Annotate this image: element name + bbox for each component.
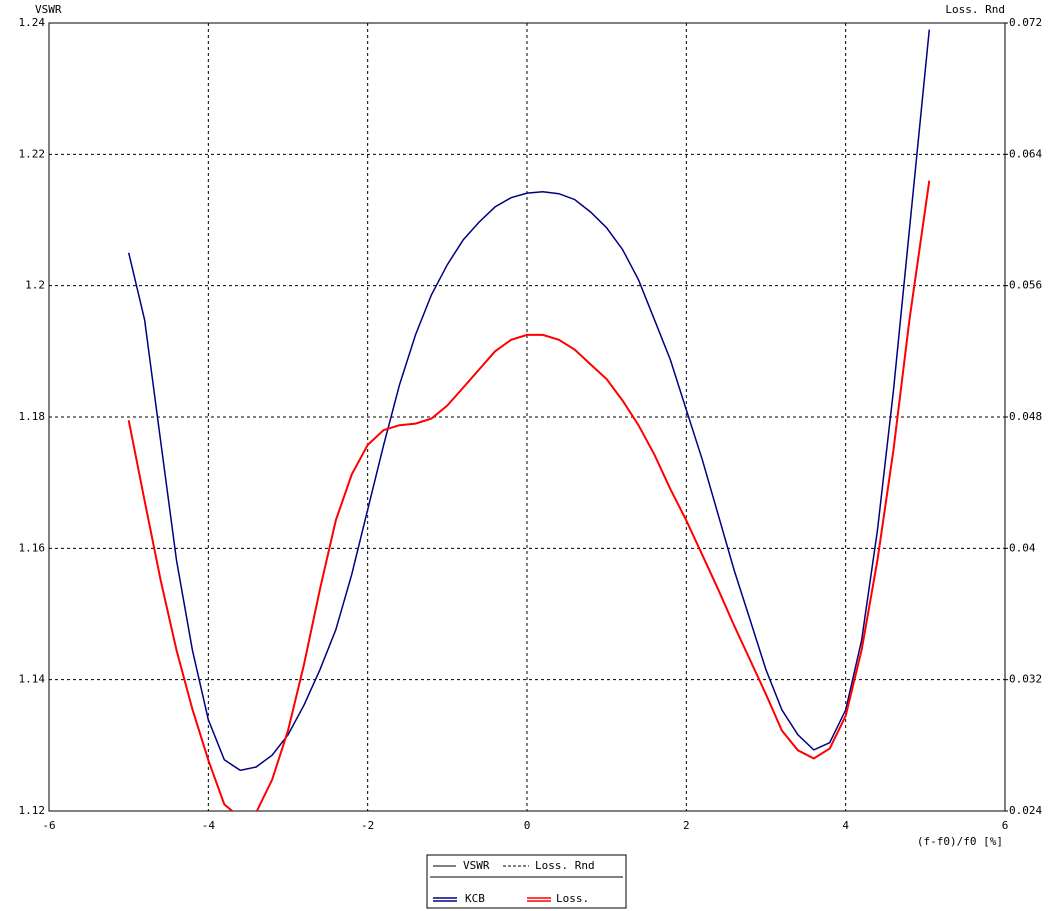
legend-label: Loss. Rnd — [535, 859, 595, 872]
y2-tick-label: 0.04 — [1009, 541, 1036, 554]
y-tick-label: 1.14 — [19, 673, 46, 686]
x-tick-label: -2 — [361, 819, 374, 832]
y-tick-label: 1.22 — [19, 147, 46, 160]
y-tick-label: 1.16 — [19, 541, 46, 554]
y2-tick-label: 0.072 — [1009, 16, 1042, 29]
y2-tick-label: 0.024 — [1009, 804, 1042, 817]
x-axis-label: (f-f0)/f0 [%] — [917, 835, 1003, 848]
y-axis-label: VSWR — [35, 3, 62, 16]
series-line — [127, 29, 931, 772]
x-tick-label: 0 — [524, 819, 531, 832]
y-tick-label: 1.2 — [25, 279, 45, 292]
legend-label: KCB — [465, 892, 485, 905]
y2-tick-label: 0.048 — [1009, 410, 1042, 423]
legend-label: Loss. — [556, 892, 589, 905]
y2-tick-label: 0.064 — [1009, 147, 1042, 160]
x-tick-label: 6 — [1002, 819, 1009, 832]
y2-axis-label: Loss. Rnd — [945, 3, 1005, 16]
x-tick-label: -4 — [202, 819, 216, 832]
x-tick-label: -6 — [42, 819, 55, 832]
plot-lines — [127, 29, 931, 811]
y2-tick-label: 0.032 — [1009, 673, 1042, 686]
x-tick-label: 4 — [842, 819, 849, 832]
x-tick-label: 2 — [683, 819, 690, 832]
y-tick-label: 1.24 — [19, 16, 46, 29]
legend: VSWR Loss. Rnd — [426, 854, 627, 909]
legend-label: VSWR — [463, 859, 490, 872]
legend-box — [426, 854, 627, 909]
y-tick-label: 1.18 — [19, 410, 46, 423]
series-line — [127, 180, 931, 811]
y-tick-label: 1.12 — [19, 804, 46, 817]
y2-tick-label: 0.056 — [1009, 279, 1042, 292]
